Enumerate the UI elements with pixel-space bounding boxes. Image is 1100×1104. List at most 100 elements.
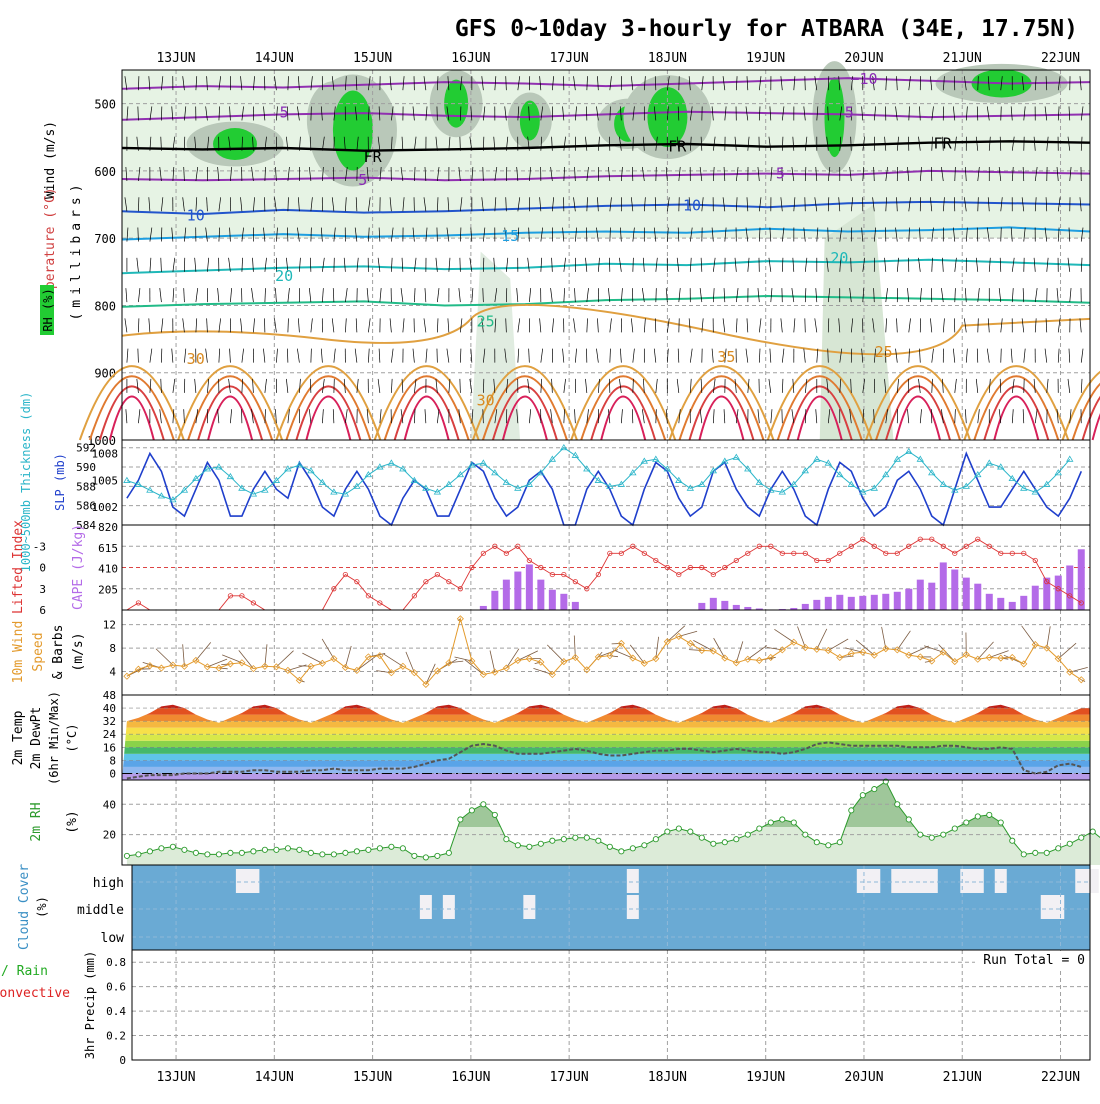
rh2m-point xyxy=(285,846,290,851)
cape-bar xyxy=(1066,565,1073,610)
wind-barb xyxy=(620,349,621,363)
date-label-bottom: 14JUN xyxy=(255,1070,294,1085)
wind-barb xyxy=(1034,258,1035,272)
wind-barb xyxy=(1080,318,1081,332)
wind-barb xyxy=(700,409,702,423)
wind-barb xyxy=(368,349,369,363)
wind-barb xyxy=(150,258,151,272)
wind-barb xyxy=(333,409,334,423)
wind-barb xyxy=(276,349,277,363)
temp-tick-label: 16 xyxy=(103,741,116,754)
wind10-axis-label: Speed xyxy=(31,632,46,671)
wind-barb xyxy=(252,288,254,302)
wind-barb xyxy=(644,318,645,332)
temp-band xyxy=(122,721,1090,728)
wind-barb xyxy=(265,379,267,393)
cape-bar xyxy=(963,578,970,610)
cape-bar xyxy=(848,597,855,610)
wind10-axis-label: 10m Wind xyxy=(11,621,26,684)
wind-barb xyxy=(1058,349,1059,363)
wind-barb xyxy=(183,318,185,332)
contour-label: 30 xyxy=(187,350,205,368)
date-label-top: 22JUN xyxy=(1041,51,1080,66)
wind-barb xyxy=(678,349,679,363)
rh2m-point xyxy=(297,847,302,852)
cape-bar xyxy=(928,583,935,610)
wind-barb xyxy=(656,379,657,393)
li-tick-label: 6 xyxy=(39,604,46,617)
wind-barb xyxy=(299,258,300,272)
wind-barb xyxy=(793,379,794,393)
precip-tick-label: 0.4 xyxy=(106,1005,126,1018)
wind-barb xyxy=(805,288,806,302)
run-total-label: Run Total = 0 xyxy=(983,953,1085,968)
cloud-high-block xyxy=(236,869,248,893)
temp-band xyxy=(122,702,1090,709)
temp-tick-label: 8 xyxy=(109,754,116,767)
rh2m-point xyxy=(975,814,980,819)
precip-total-label: Total / Rain xyxy=(0,964,48,979)
cloud-high-block xyxy=(1087,869,1099,893)
rh2m-point xyxy=(527,844,532,849)
wind-barb xyxy=(746,349,748,363)
cape-bar xyxy=(894,592,901,610)
rh2m-point xyxy=(205,852,210,857)
contour-label: 20 xyxy=(830,249,848,267)
contour-label: FR xyxy=(668,137,687,155)
wind-barb xyxy=(1069,349,1070,363)
wind-barb xyxy=(518,349,519,363)
wind-barb xyxy=(195,258,196,272)
date-label-top: 18JUN xyxy=(648,51,687,66)
wind-barb xyxy=(344,258,345,272)
rh2m-point xyxy=(412,853,417,858)
date-label-bottom: 18JUN xyxy=(648,1070,687,1085)
rh2m-point xyxy=(895,802,900,807)
wind-barb xyxy=(321,349,322,363)
wind-barb xyxy=(712,349,713,363)
precip-tick-label: 0.8 xyxy=(106,956,126,969)
wind-barb xyxy=(275,288,276,302)
cape-bar xyxy=(836,595,843,610)
wind-barb xyxy=(1023,409,1024,423)
wind10-barb xyxy=(1022,626,1036,645)
wind-barb xyxy=(391,349,393,363)
cape-bar xyxy=(951,570,958,610)
rh2m-point xyxy=(1056,846,1061,851)
cape-tick-label: 820 xyxy=(98,521,118,534)
wind-barb xyxy=(805,409,806,423)
rh2m-point xyxy=(1090,829,1095,834)
cloud-mid-block xyxy=(420,895,432,919)
rh2m-point xyxy=(987,812,992,817)
wind-barb xyxy=(781,318,782,332)
cape-tick-label: 410 xyxy=(98,563,118,576)
cape-bar xyxy=(905,589,912,610)
wind-barb xyxy=(736,288,738,302)
rh2m-point xyxy=(504,837,509,842)
surface-isotherm xyxy=(994,396,1038,440)
wind-barb xyxy=(472,288,473,302)
wind-barb xyxy=(633,349,635,363)
rh2m-point xyxy=(170,844,175,849)
wind-barb xyxy=(127,349,128,363)
cape-bar xyxy=(698,603,705,610)
wind-barb xyxy=(1011,349,1012,363)
rh2m-point xyxy=(377,846,382,851)
wind-barb xyxy=(137,379,139,393)
wind-barb xyxy=(206,349,208,363)
contour-label: 35 xyxy=(717,348,735,366)
date-label-top: 17JUN xyxy=(550,51,589,66)
wind10-barb xyxy=(882,627,886,649)
cape-bar xyxy=(974,584,981,610)
wind-barb xyxy=(563,349,564,363)
chart-title: GFS 0~10day 3-hourly for ATBARA (34E, 17… xyxy=(455,16,1078,42)
rh2m-point xyxy=(780,817,785,822)
isotherm-line xyxy=(122,260,1090,274)
cape-bar xyxy=(1032,586,1039,610)
wind-barb xyxy=(149,318,150,332)
cape-bar xyxy=(917,580,924,610)
temp-bands xyxy=(122,695,1090,780)
pressure-axis-label: (millibars) xyxy=(69,179,84,320)
rh2m-point xyxy=(538,841,543,846)
